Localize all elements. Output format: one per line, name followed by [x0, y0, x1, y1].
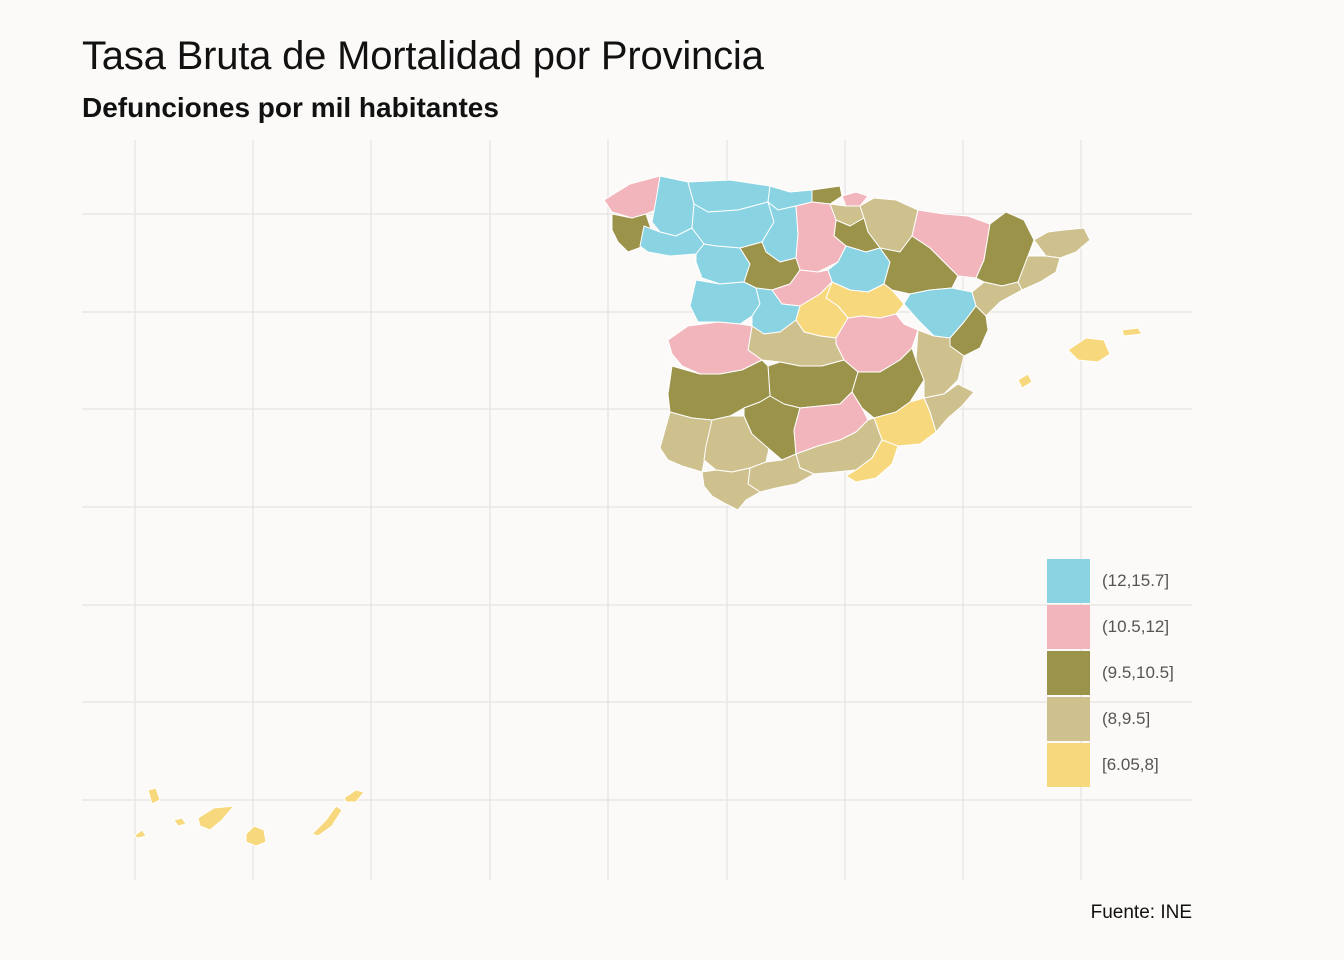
legend-label: (10.5,12]: [1102, 617, 1170, 636]
legend-label: [6.05,8]: [1102, 755, 1159, 774]
canary-islands: [133, 787, 365, 847]
legend-item: (9.5,10.5]: [1047, 650, 1174, 696]
province-cadiz: [701, 467, 761, 511]
island-la-gomera: [173, 817, 187, 827]
island-menorca: [1121, 327, 1143, 337]
province-huelva: [659, 411, 717, 473]
island-tenerife: [197, 805, 236, 831]
provinces: [603, 175, 1091, 511]
province-gipuzkoa: [841, 191, 869, 207]
legend-item: (8,9.5]: [1047, 696, 1174, 742]
province-a-coruna: [603, 175, 663, 219]
map-legend: (12,15.7] (10.5,12] (9.5,10.5] (8,9.5] […: [1047, 558, 1174, 788]
province-lugo: [651, 175, 695, 237]
province-toledo: [747, 319, 845, 367]
legend-swatch: [1047, 559, 1090, 603]
island-el-hierro: [133, 829, 147, 839]
legend-item: (12,15.7]: [1047, 558, 1174, 604]
legend-label: (12,15.7]: [1102, 571, 1170, 590]
island-fuerteventura: [311, 805, 343, 837]
legend-swatch: [1047, 743, 1090, 787]
island-ibiza: [1017, 373, 1033, 389]
province-tarragona: [971, 281, 1023, 317]
legend-label: (9.5,10.5]: [1102, 663, 1174, 682]
legend-swatch: [1047, 605, 1090, 649]
source-caption: Fuente: INE: [1090, 902, 1192, 923]
province-almeria: [845, 439, 899, 483]
legend-swatch: [1047, 651, 1090, 695]
province-caceres: [667, 321, 763, 375]
legend-swatch: [1047, 697, 1090, 741]
legend-label: (8,9.5]: [1102, 709, 1151, 728]
province-salamanca: [689, 279, 761, 325]
island-gran-canaria: [245, 825, 267, 847]
island-lanzarote: [343, 789, 365, 803]
province-valencia: [915, 329, 965, 399]
map-title: Tasa Bruta de Mortalidad por Provincia: [82, 34, 764, 78]
island-mallorca: [1067, 337, 1111, 363]
balearic-islands: [1017, 327, 1143, 389]
legend-item: [6.05,8]: [1047, 742, 1174, 788]
map-subtitle: Defunciones por mil habitantes: [82, 92, 499, 123]
island-la-palma: [147, 787, 161, 805]
legend-item: (10.5,12]: [1047, 604, 1174, 650]
province-bizkaia: [811, 185, 843, 205]
